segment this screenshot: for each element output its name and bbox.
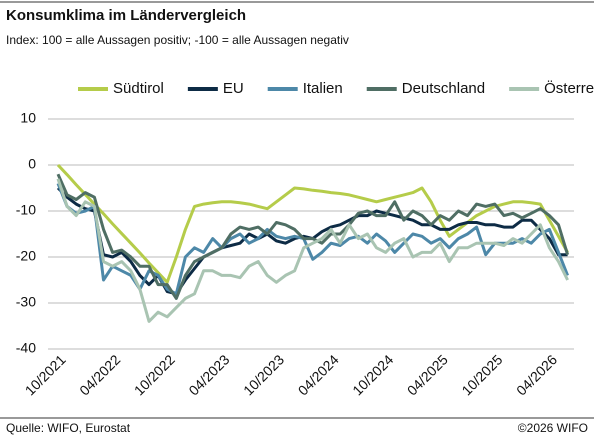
x-tick-label: 04/2025 — [404, 351, 451, 398]
copyright: ©2026 WIFO — [518, 421, 588, 435]
legend-label: Südtirol — [113, 80, 164, 97]
source: Quelle: WIFO, Eurostat — [6, 421, 131, 435]
x-tick-label: 04/2022 — [76, 351, 123, 398]
x-tick-label: 10/2024 — [349, 351, 396, 398]
x-tick-label: 10/2025 — [458, 351, 505, 398]
legend-label: Österreich — [544, 79, 594, 97]
x-tick-label: 10/2021 — [22, 351, 69, 398]
series-line — [56, 173, 570, 300]
y-tick-label: -10 — [16, 202, 36, 218]
x-tick-label: 10/2022 — [131, 351, 178, 398]
chart-title: Konsumklima im Ländervergleich — [6, 7, 246, 24]
x-tick-label: 04/2024 — [295, 351, 342, 398]
series-line — [56, 163, 569, 284]
y-tick-label: 0 — [28, 156, 36, 172]
x-tick-label: 10/2023 — [240, 351, 287, 398]
series-line — [56, 178, 569, 323]
y-tick-label: -20 — [16, 248, 36, 264]
y-tick-label: -40 — [16, 340, 36, 356]
legend-label: Deutschland — [402, 80, 485, 97]
y-tick-label: 10 — [20, 110, 36, 126]
x-tick-label: 04/2026 — [513, 351, 560, 398]
legend-label: EU — [223, 80, 244, 97]
legend-label: Italien — [303, 80, 343, 97]
x-tick-label: 04/2023 — [185, 351, 232, 398]
series-line — [56, 182, 569, 296]
y-tick-label: -30 — [16, 294, 36, 310]
chart-subtitle: Index: 100 = alle Aussagen positiv; -100… — [6, 33, 349, 47]
